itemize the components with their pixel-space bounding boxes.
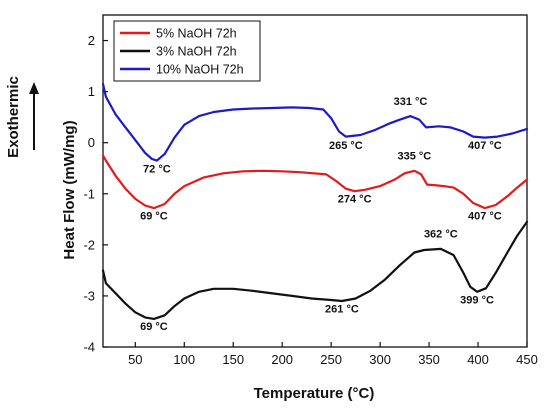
plot-frame — [102, 14, 528, 348]
y-tick-label: -4 — [83, 340, 95, 355]
peak-annotation: 69 °C — [140, 321, 168, 333]
peak-annotation: 407 °C — [468, 210, 502, 222]
y-axis-title: Heat Flow (mW/mg) — [61, 120, 78, 259]
x-tick-label: 200 — [271, 352, 293, 367]
x-tick-label: 300 — [369, 352, 391, 367]
peak-annotation: 399 °C — [460, 295, 494, 307]
legend-label: 3% NaOH 72h — [156, 45, 237, 59]
peak-annotation: 274 °C — [338, 193, 372, 205]
x-tick-label: 250 — [320, 352, 342, 367]
peak-annotation: 362 °C — [424, 229, 458, 241]
y-tick-label: -2 — [83, 237, 95, 252]
peak-annotation: 335 °C — [398, 151, 432, 163]
y-tick-label: 2 — [88, 33, 95, 48]
series-line — [101, 154, 529, 210]
y-tick-label: 1 — [88, 84, 95, 99]
legend-label: 5% NaOH 72h — [156, 27, 237, 41]
y-tick-label: -1 — [83, 186, 95, 201]
peak-annotation: 72 °C — [143, 163, 171, 175]
x-tick-label: 400 — [467, 352, 489, 367]
exothermic-arrow — [29, 82, 39, 150]
series-line — [101, 220, 529, 320]
legend-label: 10% NaOH 72h — [156, 63, 244, 77]
x-axis-title: Temperature (°C) — [254, 385, 375, 402]
x-tick-label: 350 — [418, 352, 440, 367]
peak-annotation: 265 °C — [329, 140, 363, 152]
x-tick-label: 100 — [173, 352, 195, 367]
series-line — [101, 82, 529, 162]
peak-annotation: 69 °C — [140, 210, 168, 222]
y-tick-label: -3 — [83, 288, 95, 303]
x-tick-label: 450 — [516, 352, 538, 367]
exothermic-label: Exothermic — [5, 76, 22, 158]
peak-annotation: 331 °C — [394, 96, 428, 108]
x-tick-label: 150 — [222, 352, 244, 367]
peak-annotation: 261 °C — [325, 303, 359, 315]
peak-annotation: 407 °C — [468, 140, 502, 152]
y-tick-label: 0 — [88, 135, 95, 150]
x-tick-label: 50 — [128, 352, 142, 367]
